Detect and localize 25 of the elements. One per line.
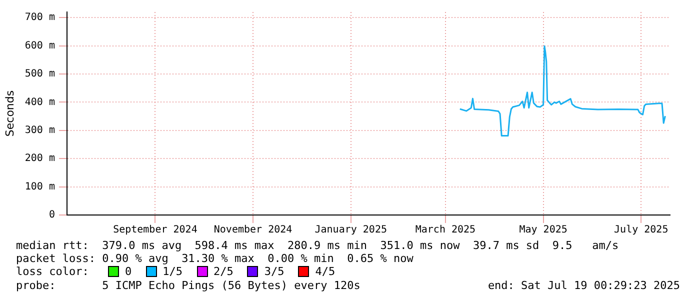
text: median rtt: 379.0 ms avg 598.4 ms max 280.9 ms min 351.0 ms now 39.7 ms sd 9.5 am/s xyxy=(16,239,619,252)
y-tick-label: 500 m xyxy=(24,68,55,80)
x-tick-label: January 2025 xyxy=(314,224,387,236)
y-tick-label: 0 xyxy=(48,210,55,221)
text: loss color: xyxy=(16,265,90,278)
text: 2/5 xyxy=(214,265,234,278)
y-tick-label: 600 m xyxy=(24,40,55,52)
text: 0 xyxy=(125,265,132,278)
text: probe: 5 ICMP Echo Pings (56 Bytes) every 120s xyxy=(16,279,360,292)
y-tick-label: 300 m xyxy=(24,125,55,136)
y-tick-label: 100 m xyxy=(24,181,55,192)
x-tick-label: September 2024 xyxy=(113,224,198,236)
text: 1/5 xyxy=(162,265,182,278)
text: end: Sat Jul 19 00:29:23 2025 xyxy=(488,279,680,292)
x-tick-label: March 2025 xyxy=(415,224,476,236)
y-tick-label: 700 m xyxy=(24,12,55,24)
x-tick-label: November 2024 xyxy=(214,224,292,236)
x-tick-label: May 2025 xyxy=(519,224,568,236)
text: packet loss: 0.90 % avg 31.30 % max 0.00 % min 0.65 % now xyxy=(16,252,414,265)
text: 4/5 xyxy=(315,265,336,278)
y-tick-label: 200 m xyxy=(24,153,55,164)
x-tick-label: July 2025 xyxy=(614,224,668,236)
y-axis-title: Seconds xyxy=(3,90,16,137)
text: 3/5 xyxy=(264,265,284,278)
y-tick-label: 400 m xyxy=(24,96,55,108)
